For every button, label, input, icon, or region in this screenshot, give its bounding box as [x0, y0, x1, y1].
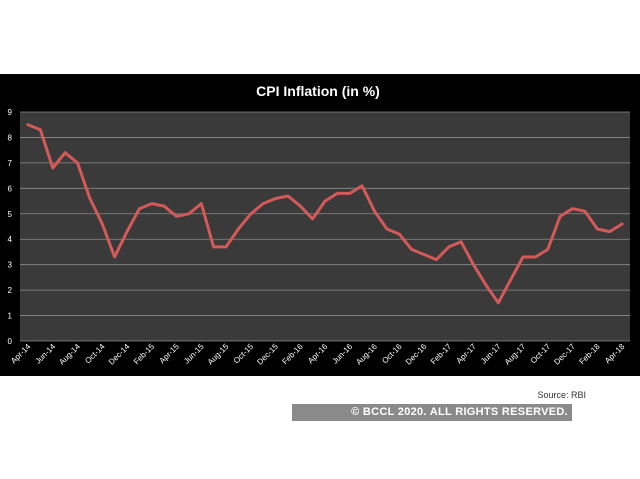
data-point [212, 245, 215, 249]
x-tick-label: Aug-14 [57, 342, 82, 367]
data-point [150, 202, 153, 205]
x-tick-label: Feb-15 [132, 342, 157, 367]
data-point [101, 222, 104, 226]
y-tick-label: 0 [8, 337, 13, 346]
data-point [113, 255, 116, 259]
x-tick-label: Aug-15 [206, 342, 231, 367]
y-tick-label: 2 [8, 286, 13, 295]
x-tick-label: Jun-15 [182, 342, 206, 366]
data-point [348, 192, 351, 195]
x-tick-label: Feb-18 [577, 342, 602, 367]
x-tick-label: Aug-17 [503, 342, 528, 367]
data-point [323, 199, 327, 203]
x-tick-label: Oct-14 [83, 342, 107, 366]
x-tick-label: Jun-14 [33, 342, 57, 366]
data-point [373, 210, 376, 213]
x-tick-label: Dec-15 [255, 342, 280, 367]
data-point [583, 210, 587, 213]
x-tick-label: Apr-17 [455, 342, 479, 366]
data-point [299, 204, 302, 208]
data-point [534, 255, 537, 259]
y-tick-label: 4 [8, 235, 13, 244]
data-point [410, 248, 413, 251]
data-point [286, 194, 290, 198]
data-point [620, 222, 624, 226]
data-point [360, 184, 364, 187]
data-point [125, 230, 129, 233]
data-point [459, 240, 463, 243]
x-tick-label: Oct-17 [529, 342, 553, 366]
data-point [571, 207, 574, 210]
data-point [398, 232, 401, 236]
x-axis-ticks: Apr-14 Jun-14 Aug-14 Oct-14 Dec-14 Feb-15 Apr-… [9, 342, 627, 367]
data-point [497, 301, 500, 305]
x-tick-label: Apr-15 [158, 342, 182, 366]
data-point [608, 230, 611, 233]
x-tick-label: Oct-16 [380, 342, 404, 366]
x-tick-label: Dec-16 [404, 342, 429, 367]
y-tick-label: 3 [8, 261, 13, 270]
y-tick-label: 8 [8, 133, 13, 142]
data-point [249, 212, 252, 215]
chart-title: CPI Inflation (in %) [256, 83, 380, 99]
data-point [138, 207, 141, 210]
y-axis-ticks: 0 1 2 3 4 5 6 7 8 9 [8, 108, 13, 346]
x-tick-label: Feb-17 [429, 342, 454, 367]
data-point [63, 151, 67, 154]
data-point [596, 227, 599, 231]
x-tick-label: Apr-16 [306, 342, 330, 366]
source-label: Source: RBI [537, 390, 586, 400]
data-point [274, 197, 277, 200]
x-tick-label: Apr-18 [603, 342, 627, 366]
y-tick-label: 1 [8, 312, 13, 321]
x-tick-label: Oct-15 [232, 342, 256, 366]
data-point [435, 258, 438, 261]
x-tick-label: Jun-16 [330, 342, 354, 366]
plot-area [20, 112, 630, 341]
data-point [39, 128, 42, 132]
y-tick-label: 5 [8, 210, 13, 219]
y-tick-label: 9 [8, 108, 13, 117]
data-point [311, 217, 314, 221]
data-point [51, 166, 54, 170]
data-point [187, 212, 191, 215]
series-layer [26, 123, 624, 305]
x-tick-label: Jun-17 [479, 342, 503, 366]
data-point [509, 278, 512, 282]
grid-lines [20, 111, 630, 342]
data-point [447, 245, 450, 249]
data-point [558, 215, 562, 218]
data-point [162, 204, 166, 208]
x-tick-label: Apr-14 [9, 342, 33, 366]
x-tick-label: Feb-16 [280, 342, 305, 367]
copyright-bar: © BCCL 2020. ALL RIGHTS RESERVED. [292, 404, 572, 421]
data-point [175, 215, 178, 218]
data-point [336, 192, 339, 195]
data-point [472, 263, 475, 266]
data-point [422, 253, 426, 256]
data-point [484, 283, 488, 287]
data-point [261, 202, 265, 205]
data-point [224, 245, 228, 249]
y-tick-label: 7 [8, 159, 13, 168]
data-point [88, 197, 92, 200]
x-tick-label: Dec-17 [552, 342, 577, 367]
data-point [546, 248, 549, 251]
data-point [26, 123, 30, 126]
data-point [237, 227, 240, 231]
y-tick-label: 6 [8, 184, 13, 193]
data-point [76, 161, 79, 165]
data-point [521, 255, 525, 259]
data-point [385, 227, 389, 231]
data-point [200, 202, 203, 205]
copyright-text: © BCCL 2020. ALL RIGHTS RESERVED. [351, 406, 568, 418]
x-tick-label: Dec-14 [107, 342, 132, 367]
x-tick-label: Aug-16 [354, 342, 379, 367]
